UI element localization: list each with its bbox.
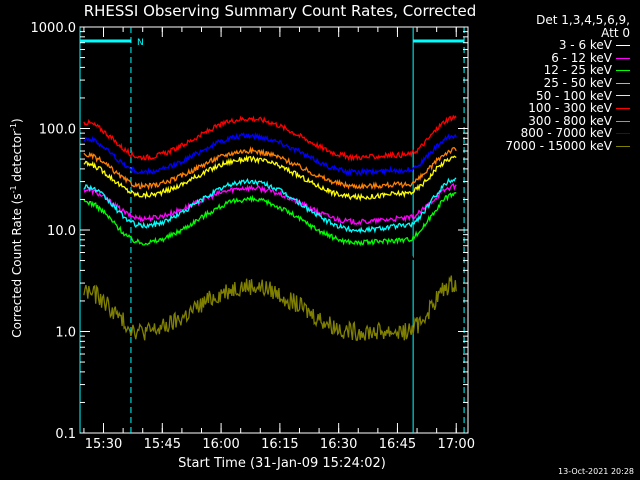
series-line-300-800-kevkev — [83, 146, 457, 191]
x-tick-label: 16:45 — [379, 437, 416, 452]
series-line-100-300-kevkev — [83, 114, 457, 162]
legend-label: 12 - 25 keV — [543, 63, 612, 78]
x-tick-label: 17:00 — [438, 437, 475, 452]
legend-swatch — [616, 120, 630, 122]
x-tick-label: 16:00 — [202, 437, 239, 452]
legend-label: 7000 - 15000 keV — [505, 138, 612, 153]
x-tick-label: 16:30 — [320, 437, 357, 452]
legend-label: 300 - 800 keV — [528, 113, 612, 128]
generation-timestamp: 13-Oct-2021 20:28 — [558, 467, 634, 476]
legend-entry: 50 - 100 keV — [486, 88, 630, 103]
y-tick-label: 1000.0 — [31, 21, 77, 36]
legend-attenuator: Att 0 — [601, 25, 630, 40]
series-line-3-6-kevkev — [83, 206, 457, 269]
y-axis-label: Corrected Count Rate (s-1 detector-1) — [9, 118, 24, 337]
legend-label: 800 - 7000 keV — [520, 126, 612, 141]
legend-swatch — [616, 70, 630, 72]
legend: Det 1,3,4,5,6,9, Att 0 3 - 6 keV 6 - 12 k… — [486, 14, 630, 153]
y-tick-label: 1.0 — [55, 326, 76, 341]
series-line-7000-15000-kevkev — [83, 275, 457, 341]
series-line-6-12-kevkev — [83, 182, 457, 226]
y-tick-label: 10.0 — [47, 224, 76, 239]
legend-entry: 7000 - 15000 keV — [486, 140, 630, 153]
legend-entry: 3 - 6 keV — [486, 39, 630, 52]
x-axis-ticks: 15:30 15:45 16:00 16:15 16:30 16:45 17:00 — [83, 27, 475, 452]
y-tick-label: 100.0 — [39, 123, 76, 138]
legend-label: 25 - 50 keV — [543, 75, 612, 90]
series-line-25-50-kevkev — [83, 177, 457, 235]
legend-entry: 800 - 7000 keV — [486, 127, 630, 140]
x-tick-label: 16:15 — [261, 437, 298, 452]
legend-swatch — [616, 95, 630, 97]
legend-label: 6 - 12 keV — [551, 50, 612, 65]
legend-swatch — [616, 82, 630, 84]
legend-swatch — [616, 133, 630, 135]
series-line-800-7000-kevkev — [83, 131, 457, 177]
legend-entry: 25 - 50 keV — [486, 77, 630, 90]
x-axis-label: Start Time (31-Jan-09 15:24:02) — [178, 456, 386, 471]
x-tick-label: 15:30 — [85, 437, 122, 452]
x-tick-label: 15:45 — [144, 437, 181, 452]
legend-swatch — [616, 57, 630, 59]
legend-label: 100 - 300 keV — [528, 101, 612, 116]
series-line-12-25-kevkev — [83, 191, 457, 247]
legend-swatch — [616, 107, 630, 109]
legend-entry: 12 - 25 keV — [486, 64, 630, 77]
legend-entry: 100 - 300 keV — [486, 102, 630, 115]
legend-label: 50 - 100 keV — [535, 88, 612, 103]
y-axis-ticks: 1000.0 100.0 10.0 1.0 0.1 — [31, 21, 468, 442]
legend-detectors: Det 1,3,4,5,6,9, — [536, 13, 630, 27]
flag-label: N — [137, 38, 144, 48]
chart-title: RHESSI Observing Summary Count Rates, Co… — [84, 2, 477, 20]
series-line-50-100-kevkev — [83, 154, 457, 202]
y-tick-label: 0.1 — [55, 427, 76, 442]
legend-entry: 300 - 800 keV — [486, 115, 630, 128]
legend-swatch — [616, 44, 630, 46]
legend-swatch — [616, 145, 630, 147]
legend-entry: 6 - 12 keV — [486, 52, 630, 65]
legend-label: 3 - 6 keV — [558, 38, 612, 53]
